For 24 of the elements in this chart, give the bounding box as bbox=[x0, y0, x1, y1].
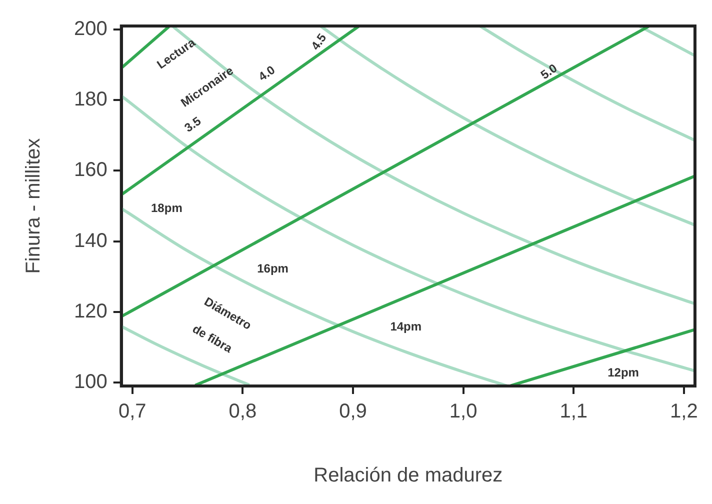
annotation: 18pm bbox=[151, 200, 182, 215]
x-tick-label: 1,1 bbox=[560, 400, 588, 423]
annotation: 16pm bbox=[257, 261, 288, 276]
y-tick-label: 200 bbox=[74, 18, 108, 40]
y-tick-label: 120 bbox=[74, 300, 108, 322]
annotation: 3.5 bbox=[182, 114, 204, 135]
annotation: 12pm bbox=[608, 366, 639, 380]
annotation: 4.5 bbox=[308, 30, 330, 53]
x-tick-label: 1,2 bbox=[670, 400, 698, 423]
annotation: 5.0 bbox=[538, 60, 560, 82]
x-tick-label: 1,0 bbox=[449, 400, 478, 423]
y-tick-label: 180 bbox=[74, 88, 108, 111]
annotation: 14pm bbox=[390, 319, 422, 334]
annotation: 4.0 bbox=[256, 62, 278, 84]
x-tick-label: 0,7 bbox=[118, 400, 146, 423]
x-tick-label: 0,8 bbox=[228, 400, 257, 423]
line-series bbox=[478, 26, 695, 142]
y-axis-title: Finura - millitex bbox=[22, 138, 45, 274]
annotation: de fibra bbox=[190, 322, 235, 356]
y-tick-label: 160 bbox=[74, 159, 108, 182]
y-tick-label: 140 bbox=[74, 230, 108, 252]
y-tick-label: 100 bbox=[74, 370, 108, 393]
x-axis-title: Relación de madurez bbox=[314, 464, 503, 487]
x-tick-label: 0,9 bbox=[339, 400, 367, 423]
